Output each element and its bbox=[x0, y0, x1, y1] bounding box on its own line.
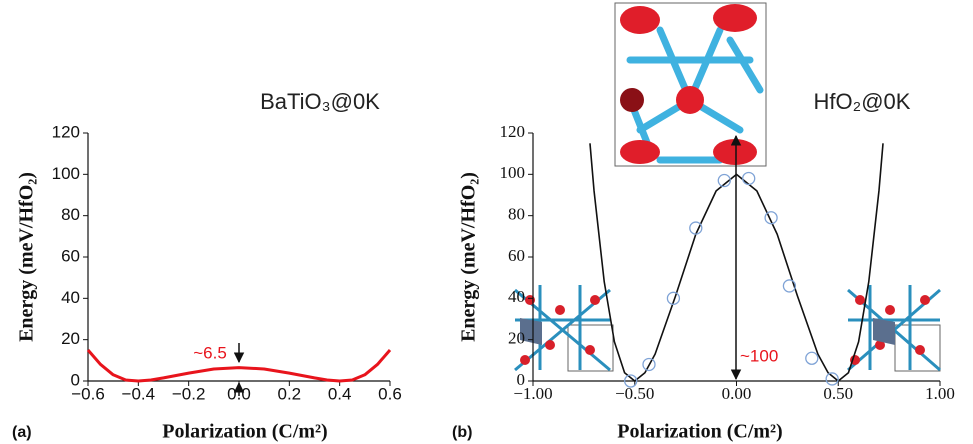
panel-label: (a) bbox=[12, 424, 32, 441]
y-tick-label: 40 bbox=[508, 287, 525, 306]
x-tick-label: 0.6 bbox=[378, 384, 402, 403]
annotation: ~100 bbox=[740, 346, 778, 365]
y-tick-label: 60 bbox=[61, 246, 80, 265]
x-tick-label: 0.4 bbox=[328, 384, 352, 403]
y-tick-label: 100 bbox=[52, 164, 80, 183]
x-tick-label: −1.00 bbox=[513, 384, 552, 403]
x-tick-label: 0.0 bbox=[227, 384, 251, 403]
structure-inset-right bbox=[848, 285, 940, 371]
x-tick-label: −0.4 bbox=[122, 384, 156, 403]
y-tick-label: 40 bbox=[61, 288, 80, 307]
x-tick-label: 0.2 bbox=[278, 384, 302, 403]
y-tick-label: 80 bbox=[508, 205, 525, 224]
x-axis-label: Polarization (C/m²) bbox=[162, 421, 327, 443]
x-tick-label: −0.2 bbox=[172, 384, 206, 403]
y-tick-label: 120 bbox=[52, 122, 80, 141]
x-tick-label: 0.50 bbox=[823, 384, 853, 403]
data-point bbox=[806, 352, 818, 364]
x-tick-label: −0.50 bbox=[615, 384, 654, 403]
x-tick-label: 1.00 bbox=[925, 384, 955, 403]
annotation: ~6.5 bbox=[193, 343, 227, 362]
y-tick-label: 120 bbox=[500, 122, 526, 141]
panel-label: (b) bbox=[452, 424, 472, 441]
y-tick-label: 80 bbox=[61, 205, 80, 224]
data-point bbox=[743, 172, 755, 184]
y-tick-label: 100 bbox=[500, 163, 526, 182]
x-tick-label: −0.6 bbox=[71, 384, 105, 403]
figure: BaTiO₃@0K HfO₂@0K ~6.5 ~100 (a) (b) Pola… bbox=[0, 0, 973, 444]
structure-inset bbox=[615, 3, 766, 166]
data-point bbox=[690, 222, 702, 234]
y-axis-label: Energy (meV/HfO₂) bbox=[16, 172, 38, 342]
y-axis-label: Energy (meV/HfO₂) bbox=[458, 172, 480, 342]
x-tick-label: 0.00 bbox=[722, 384, 752, 403]
y-tick-label: 20 bbox=[61, 329, 80, 348]
x-axis-label: Polarization (C/m²) bbox=[617, 421, 782, 443]
y-tick-label: 20 bbox=[508, 329, 525, 348]
title: HfO₂@0K bbox=[814, 89, 911, 114]
title: BaTiO₃@0K bbox=[260, 89, 380, 114]
y-tick-label: 60 bbox=[508, 246, 525, 265]
